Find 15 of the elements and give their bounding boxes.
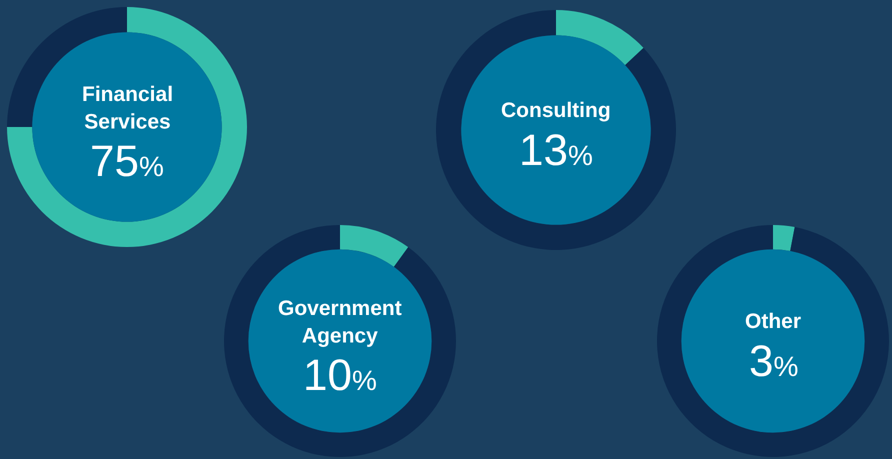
donut-slice bbox=[773, 225, 795, 251]
donut-slice bbox=[224, 225, 456, 457]
donut-slice bbox=[657, 225, 889, 457]
slice-label: Financial Services bbox=[82, 83, 174, 134]
slice-label: Other bbox=[745, 310, 802, 333]
slice-label: Government Agency bbox=[278, 297, 402, 348]
donut-slice bbox=[7, 7, 247, 247]
data-label: 10% bbox=[303, 351, 377, 400]
data-label: 13% bbox=[519, 126, 593, 175]
data-label: 75% bbox=[90, 137, 164, 186]
slice-label: Consulting bbox=[501, 99, 611, 122]
donut-slice bbox=[556, 10, 644, 66]
donut-slice bbox=[340, 225, 408, 267]
donut-slice bbox=[436, 10, 676, 250]
data-label: 3% bbox=[749, 337, 798, 386]
